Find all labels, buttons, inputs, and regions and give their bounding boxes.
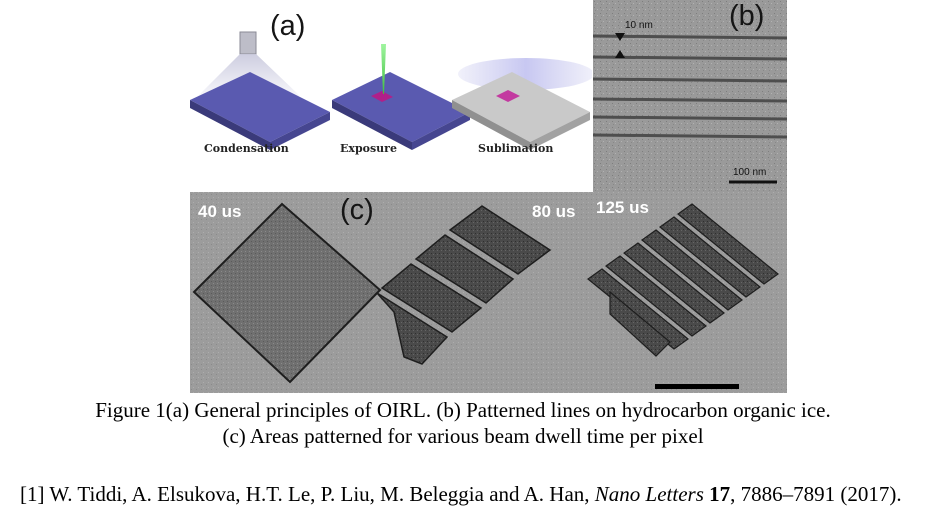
figure-panel-c: (c) 40 us 80 us 125 us xyxy=(190,192,787,393)
reference-pages: 7886–7891 (2017). xyxy=(740,482,902,506)
exposure-step xyxy=(332,44,470,150)
reference-entry: [1] W. Tiddi, A. Elsukova, H.T. Le, P. L… xyxy=(20,482,902,506)
condensation-step xyxy=(190,31,330,150)
step-label-sublimation: Sublimation xyxy=(478,142,554,155)
patterned-lines xyxy=(593,34,787,139)
step-label-exposure: Exposure xyxy=(340,142,397,155)
exposure-substrate xyxy=(332,72,470,142)
panel-b-letter: (b) xyxy=(729,0,765,32)
patterned-area-125us xyxy=(587,203,779,357)
arrow-down-icon xyxy=(615,33,625,41)
exposed-patch xyxy=(371,91,393,102)
sublimation-step xyxy=(452,58,594,150)
patterned-lines-micrograph xyxy=(593,0,787,192)
panel-a-letter: (a) xyxy=(270,10,306,42)
dwell-label-40us: 40 us xyxy=(198,202,242,221)
reference-marker: [1] xyxy=(20,482,45,506)
figure-caption-line-2: (c) Areas patterned for various beam dwe… xyxy=(222,424,704,448)
oirl-process-schematic xyxy=(190,31,594,150)
patterned-area-80us xyxy=(376,205,552,365)
panel-c-letter: (c) xyxy=(340,194,374,226)
patterned-area-40us xyxy=(192,202,382,384)
patterned-structure xyxy=(496,90,520,102)
reference-authors: W. Tiddi, A. Elsukova, H.T. Le, P. Liu, … xyxy=(49,482,590,506)
electron-beam xyxy=(381,44,386,94)
reference-volume: 17 xyxy=(709,482,731,506)
sublimation-substrate xyxy=(452,72,590,142)
figure-panel-a: (a) Condensation Exposure Sublimation xyxy=(190,0,594,192)
scale-bar xyxy=(655,384,739,389)
figure-panel-b: (b) 10 nm 100 nm xyxy=(593,0,787,192)
dwell-time-micrographs xyxy=(190,192,787,393)
gas-nozzle-icon xyxy=(239,31,257,55)
step-label-condensation: Condensation xyxy=(204,142,289,155)
scale-label-10nm: 10 nm xyxy=(625,20,653,31)
scale-label-100nm: 100 nm xyxy=(733,167,767,178)
condensation-substrate xyxy=(190,72,330,142)
figure-caption-line-1: Figure 1(a) General principles of OIRL. … xyxy=(95,398,831,422)
dwell-label-80us: 80 us xyxy=(532,202,576,221)
dwell-label-125us: 125 us xyxy=(596,198,649,217)
arrow-up-icon xyxy=(615,50,625,58)
reference-journal: Nano Letters xyxy=(594,482,704,506)
